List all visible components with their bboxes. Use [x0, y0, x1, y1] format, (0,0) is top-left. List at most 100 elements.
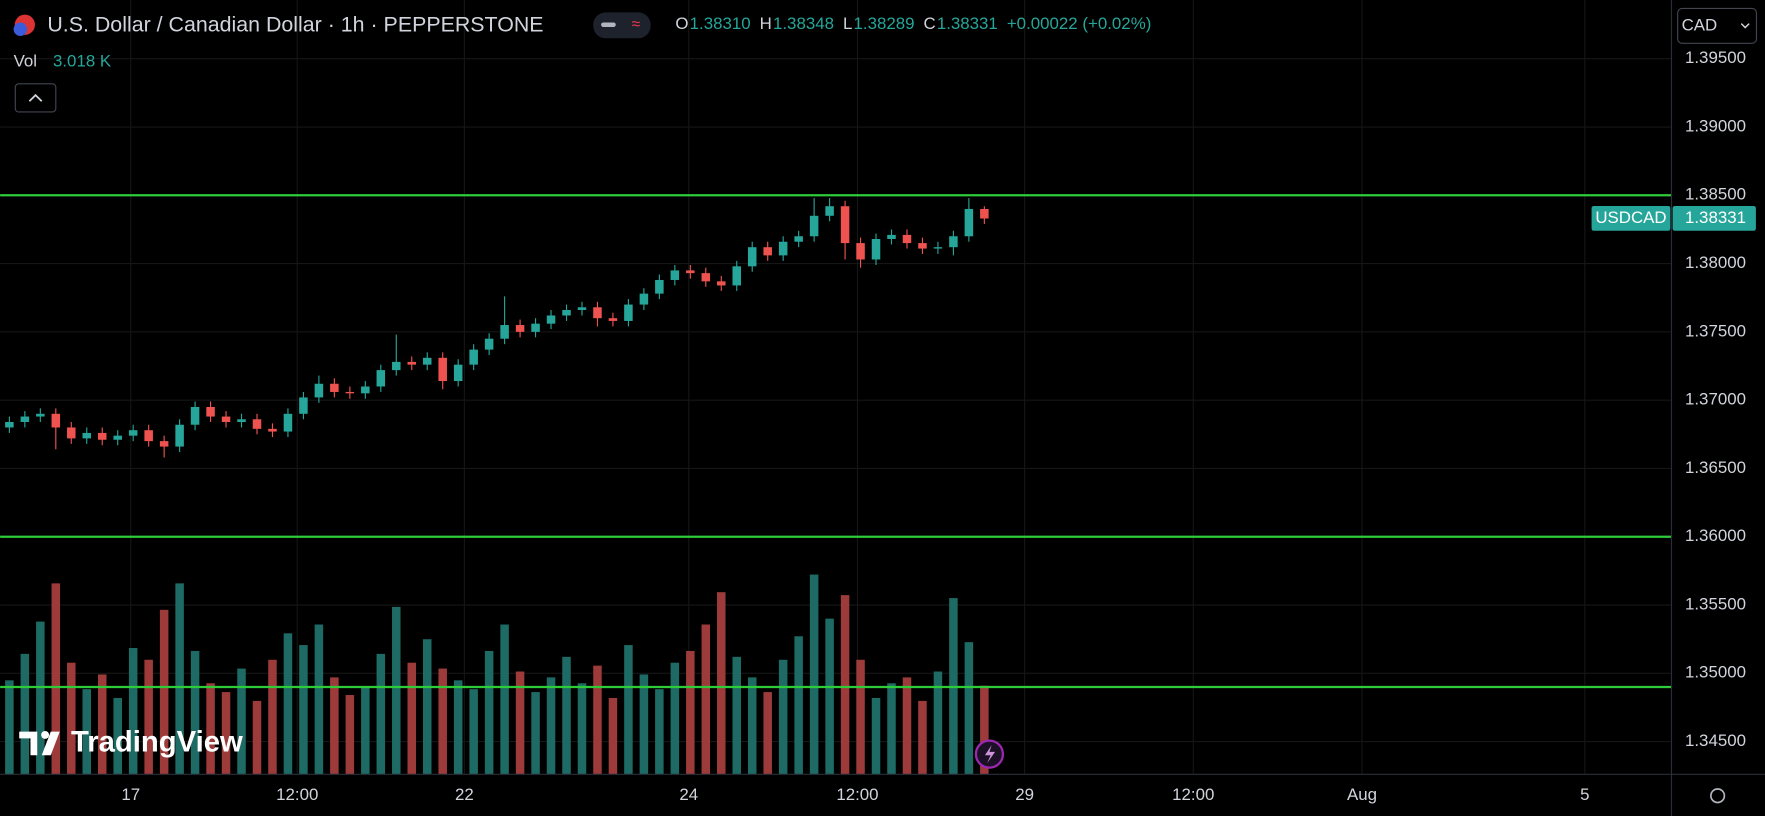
volume-bar	[20, 653, 30, 775]
volume-bar	[701, 624, 711, 775]
volume-bar	[670, 662, 680, 775]
candle-body	[964, 208, 974, 237]
volume-bar	[376, 653, 386, 775]
candle-body	[546, 315, 556, 324]
y-tick-label: 1.38500	[1685, 185, 1746, 204]
candle-body	[237, 419, 246, 423]
volume-bar	[422, 639, 432, 775]
candle-body	[144, 430, 153, 442]
volume-bar	[484, 650, 494, 775]
volume-bar	[407, 662, 417, 775]
volume-bar	[747, 677, 757, 775]
candle-body	[330, 383, 339, 392]
volume-bar	[964, 642, 974, 775]
candle-body	[670, 270, 680, 280]
symbol-tag-bg	[1591, 205, 1671, 231]
candle-body	[639, 293, 649, 305]
candle-body	[190, 406, 200, 425]
flag-icon	[13, 22, 28, 37]
candle-body	[531, 323, 540, 332]
volume-bar	[809, 574, 819, 775]
collapse-icon	[28, 93, 43, 102]
chart-title: U.S. Dollar / Canadian Dollar · 1h · PEP…	[47, 13, 543, 37]
candle-body	[747, 247, 757, 267]
volume-value: 3.018 K	[53, 51, 112, 70]
y-tick-label: 1.37000	[1685, 390, 1746, 409]
volume-bar	[577, 683, 587, 775]
x-tick-label: Aug	[1347, 785, 1377, 804]
symbol-tag: USDCAD	[1595, 208, 1666, 227]
volume-bar	[531, 692, 540, 775]
ohlc-key: H	[760, 14, 772, 33]
volume-bar	[980, 685, 989, 775]
indicator-toggle[interactable]	[593, 12, 651, 39]
candle-body	[840, 206, 850, 244]
collapse-button[interactable]	[14, 83, 57, 113]
volume-bar	[856, 659, 865, 775]
candle-body	[500, 325, 509, 339]
currency-select[interactable]	[1677, 7, 1758, 44]
ohlc-change: +0.00022 (+0.02%)	[1007, 14, 1151, 33]
x-tick-label: 24	[679, 785, 698, 804]
ohlc-key: O	[675, 14, 688, 33]
ohlc-value: 1.38310	[690, 14, 751, 33]
volume-bar	[97, 674, 107, 775]
volume-bar	[67, 662, 76, 775]
candle-body	[453, 364, 463, 382]
candle-body	[82, 432, 92, 439]
x-tick-label: 12:00	[836, 785, 878, 804]
candle-body	[577, 307, 587, 311]
y-tick-label: 1.36000	[1685, 526, 1746, 545]
volume-bar	[840, 595, 850, 775]
volume-bar	[268, 659, 277, 775]
candle-body	[438, 357, 447, 382]
candle-body	[361, 386, 370, 394]
candle-body	[732, 266, 742, 286]
volume-bar	[639, 674, 649, 775]
y-tick-label: 1.34500	[1685, 731, 1746, 750]
ohlc-value: 1.38331	[937, 14, 998, 33]
candle-body	[902, 234, 912, 244]
candle-body	[469, 349, 478, 365]
candle-body	[794, 236, 803, 242]
ohlc-value: 1.38348	[773, 14, 834, 33]
candle-body	[778, 241, 788, 256]
volume-bar	[221, 692, 231, 775]
volume-bar	[453, 680, 463, 775]
grid	[0, 0, 1672, 775]
volume-bar	[345, 695, 355, 775]
ohlc-legend: O 1.38310 H 1.38348 L 1.38289 C 1.38331 +0.00022…	[675, 14, 1151, 33]
watermark: TradingView	[71, 727, 243, 759]
volume-bar	[593, 665, 602, 775]
candle-body	[422, 357, 432, 365]
candle-body	[624, 304, 633, 321]
volume-bar	[144, 659, 153, 775]
y-tick-label: 1.36500	[1685, 458, 1746, 477]
candle-body	[221, 416, 231, 423]
candle-body	[206, 406, 215, 417]
lightning-icon	[984, 745, 996, 764]
volume-bar	[608, 697, 618, 775]
candle-body	[515, 325, 525, 332]
candle-body	[5, 422, 14, 428]
candle-body	[36, 413, 45, 417]
settings-button[interactable]	[1710, 788, 1726, 804]
volume-bar	[36, 621, 45, 775]
volume-label: Vol	[14, 51, 37, 70]
volume-bar	[392, 606, 401, 775]
candle-body	[252, 419, 262, 429]
dropdown-icon	[1740, 23, 1750, 29]
volume-bar	[469, 689, 478, 775]
candle-body	[51, 413, 61, 428]
volume-bar	[51, 583, 61, 775]
volume-bar	[175, 583, 184, 775]
watermark-logo	[19, 731, 60, 756]
volume-bar	[546, 677, 556, 775]
toggle-icon: ≈	[632, 16, 641, 33]
candle-body	[871, 238, 881, 260]
currency-label: CAD	[1682, 15, 1718, 34]
volume-bar	[763, 692, 772, 775]
